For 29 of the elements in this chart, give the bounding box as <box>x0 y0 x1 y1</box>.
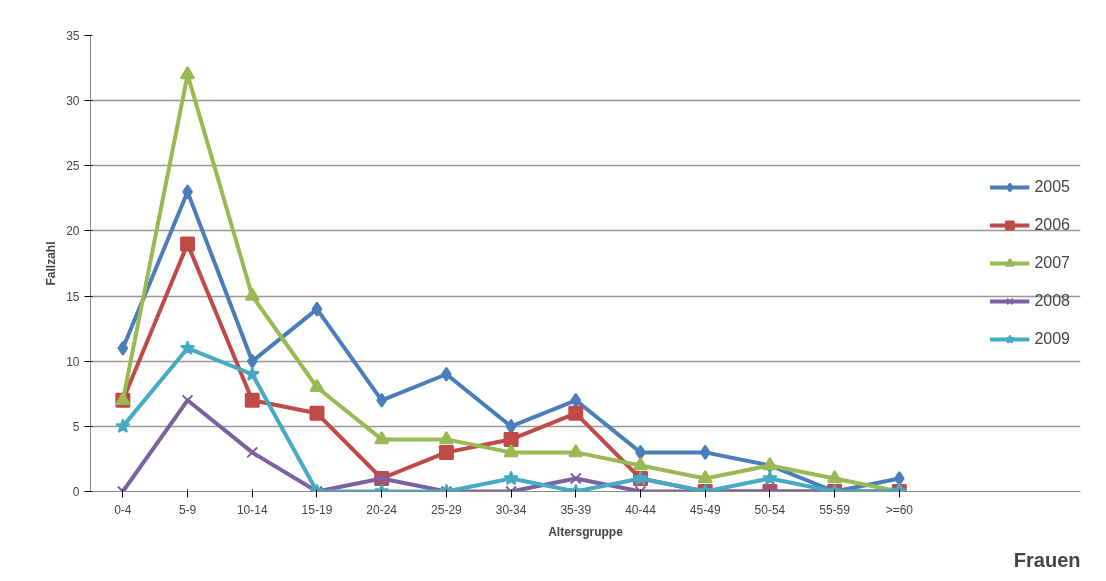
y-tick-label: 5 <box>72 419 80 434</box>
y-tick-label: 15 <box>66 289 80 304</box>
x-tick-label: 15-19 <box>301 502 333 517</box>
x-tick-label: 35-39 <box>560 502 592 517</box>
x-tick-label: 5-9 <box>178 502 197 517</box>
x-tick-label: 10-14 <box>236 502 268 517</box>
x-tick-label: 45-49 <box>689 502 721 517</box>
x-tick-label: 25-29 <box>431 502 463 517</box>
y-tick-label: 20 <box>66 224 80 239</box>
y-tick-label: 35 <box>66 29 80 43</box>
y-tick-label: 0 <box>72 485 80 499</box>
x-tick-label: 55-59 <box>819 502 851 517</box>
y-tick-label: 10 <box>66 354 80 369</box>
y-tick-label: 25 <box>66 159 80 174</box>
y-axis-title: Fallzahl <box>44 241 59 286</box>
y-tick-label: 30 <box>66 94 80 109</box>
legend-label: 2008 <box>1034 292 1070 310</box>
legend-label: 2006 <box>1034 216 1070 234</box>
x-tick-label: 40-44 <box>625 502 657 517</box>
legend-label: 2009 <box>1034 330 1070 348</box>
x-tick-label: 20-24 <box>366 502 398 517</box>
text: Frauen <box>1013 548 1081 571</box>
x-tick-label: 30-34 <box>495 502 527 517</box>
x-axis-title: Altersgruppe <box>548 524 624 539</box>
x-tick-label: 0-4 <box>114 502 132 517</box>
legend-label: 2005 <box>1034 178 1070 196</box>
x-tick-label: 50-54 <box>754 502 786 517</box>
legend-label: 2007 <box>1034 254 1070 272</box>
x-tick-label: >=60 <box>885 502 914 517</box>
